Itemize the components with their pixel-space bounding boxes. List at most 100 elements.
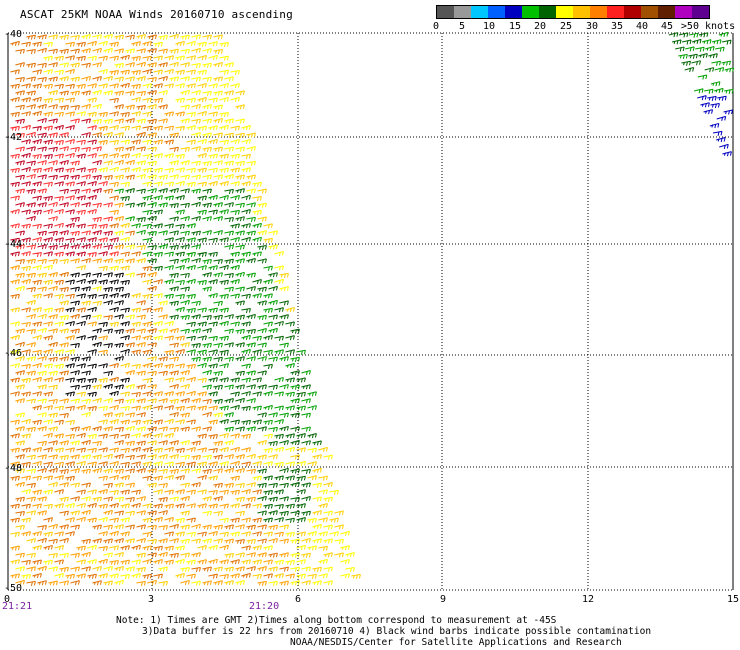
wind-barb	[26, 482, 36, 489]
wind-barb	[312, 566, 322, 573]
wind-barb	[70, 552, 80, 558]
wind-barb	[202, 566, 212, 572]
wind-barb	[92, 75, 102, 82]
wind-barb	[125, 510, 135, 516]
scale-label: 25	[559, 21, 573, 32]
wind-barb	[235, 90, 245, 96]
wind-barb	[208, 279, 218, 285]
wind-barb	[169, 61, 179, 67]
wind-barb	[290, 426, 300, 432]
wind-barb	[92, 62, 102, 68]
wind-barb	[334, 510, 344, 516]
wind-barb	[120, 474, 130, 481]
wind-barb	[109, 41, 119, 47]
wind-barb	[125, 104, 135, 110]
wind-barb	[32, 405, 42, 411]
wind-barb	[230, 446, 240, 453]
wind-barb	[92, 467, 102, 474]
wind-barb	[224, 216, 234, 223]
wind-barb	[125, 425, 135, 431]
wind-barb	[671, 39, 682, 45]
wind-barb	[114, 118, 124, 124]
wind-barb	[76, 41, 86, 47]
wind-barb	[213, 174, 223, 180]
wind-barb	[230, 559, 240, 565]
wind-barb	[10, 461, 20, 467]
wind-barb	[120, 433, 130, 439]
wind-barb	[65, 335, 75, 341]
wind-barb	[318, 545, 328, 552]
wind-barb	[147, 174, 157, 180]
longitude-label: 6	[295, 594, 301, 605]
wind-barb	[103, 258, 113, 264]
wind-barb	[224, 398, 234, 404]
wind-barb	[186, 335, 196, 341]
wind-barb	[48, 230, 58, 236]
wind-barb	[15, 132, 25, 139]
wind-barb	[10, 321, 20, 327]
wind-barb	[197, 391, 207, 397]
wind-barb	[164, 545, 174, 551]
wind-barb	[48, 328, 58, 334]
wind-barb	[191, 244, 201, 250]
wind-barb	[175, 573, 185, 579]
wind-barb	[169, 146, 179, 152]
scale-label: >50 knots	[680, 21, 736, 32]
wind-barb	[307, 391, 317, 397]
wind-barb	[76, 460, 86, 466]
wind-barb	[235, 552, 245, 558]
wind-barb	[186, 376, 196, 382]
wind-barb	[92, 188, 102, 194]
wind-barb	[37, 258, 47, 265]
wind-barb	[224, 580, 234, 586]
wind-barb	[15, 426, 25, 432]
wind-barb	[81, 202, 91, 208]
wind-barb	[180, 440, 190, 446]
wind-barb	[158, 580, 168, 587]
wind-barb	[263, 404, 273, 410]
wind-barb	[257, 370, 267, 376]
wind-barb	[158, 328, 168, 334]
wind-barb	[10, 251, 20, 257]
wind-barb	[147, 104, 157, 110]
wind-barb	[241, 419, 251, 426]
wind-barb	[263, 321, 273, 327]
wind-barb	[175, 97, 185, 103]
wind-barb	[120, 503, 130, 509]
wind-barb	[164, 559, 174, 565]
wind-barb	[15, 230, 25, 236]
wind-barb	[312, 496, 322, 502]
wind-barb	[125, 454, 135, 461]
wind-barb	[312, 580, 322, 586]
wind-barb	[197, 41, 207, 47]
wind-barb	[197, 153, 207, 159]
wind-barb	[131, 573, 141, 579]
wind-barb	[180, 552, 190, 558]
wind-barb	[81, 75, 91, 82]
wind-barb	[109, 559, 119, 566]
wind-barb	[235, 271, 245, 277]
wind-barb	[252, 236, 262, 242]
wind-barb	[219, 531, 229, 537]
wind-barb	[268, 384, 278, 390]
wind-barb	[230, 251, 240, 257]
wind-barb	[43, 377, 53, 383]
wind-barb	[175, 503, 185, 509]
wind-barb	[202, 454, 212, 460]
wind-barb	[114, 76, 124, 82]
wind-barb	[59, 537, 69, 543]
wind-barb	[219, 139, 229, 145]
wind-barb	[70, 384, 80, 390]
wind-barb	[114, 159, 124, 165]
wind-barb	[59, 552, 69, 558]
wind-barb	[120, 153, 130, 159]
wind-barb	[120, 531, 130, 537]
wind-barb	[252, 293, 262, 299]
wind-barb	[48, 482, 58, 488]
wind-barb	[224, 328, 234, 334]
wind-barb	[48, 90, 58, 96]
wind-barb	[32, 195, 42, 201]
wind-barb	[164, 446, 174, 452]
wind-barb	[213, 259, 223, 265]
wind-barb	[32, 531, 42, 537]
